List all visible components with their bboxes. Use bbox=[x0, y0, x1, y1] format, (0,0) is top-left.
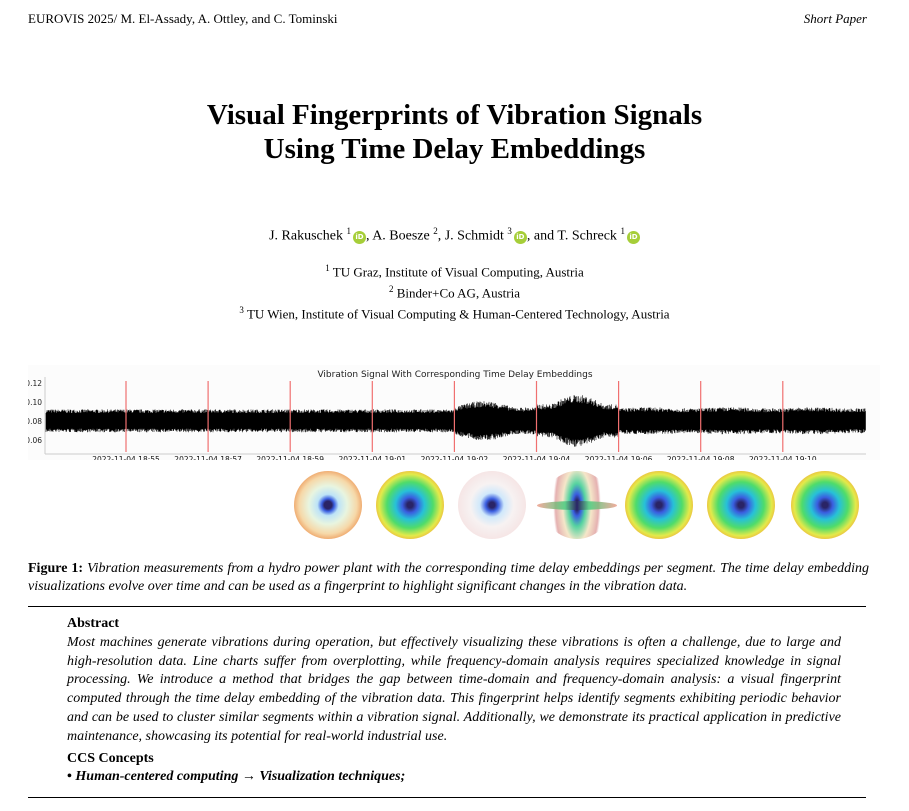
author-list: J. Rakuschek 1iD, A. Boesze 2, J. Schmid… bbox=[0, 226, 909, 245]
time-delay-embedding-ring bbox=[207, 471, 275, 539]
abstract-text: Most machines generate vibrations during… bbox=[67, 634, 841, 744]
ccs-item: • Human-centered computing → Visualizati… bbox=[67, 769, 406, 785]
time-delay-embedding-noisy-blob bbox=[376, 471, 444, 539]
x-tick-label: 2022-11-04 18:55 bbox=[92, 455, 160, 460]
divider bbox=[28, 797, 866, 798]
x-tick-label: 2022-11-04 19:08 bbox=[667, 455, 735, 460]
time-delay-embedding-sparse-disk bbox=[458, 471, 526, 539]
figure-caption: Figure 1: Vibration measurements from a … bbox=[28, 560, 869, 596]
time-delay-embedding-cross bbox=[537, 471, 617, 539]
figure-1: Vibration Signal With Corresponding Time… bbox=[28, 365, 880, 550]
x-tick-label: 2022-11-04 19:04 bbox=[503, 455, 571, 460]
caption-text: Vibration measurements from a hydro powe… bbox=[28, 561, 869, 594]
abstract-section: Abstract Most machines generate vibratio… bbox=[67, 615, 841, 787]
abstract-heading: Abstract bbox=[67, 616, 120, 631]
signal-path bbox=[45, 395, 866, 447]
affiliation: 2 Binder+Co AG, Austria bbox=[389, 283, 520, 301]
orcid-icon[interactable]: iD bbox=[352, 230, 366, 244]
y-tick-label: 0.06 bbox=[28, 436, 42, 445]
time-delay-embedding-ring bbox=[125, 471, 193, 539]
author-name: J. Rakuschek bbox=[269, 228, 347, 244]
y-tick-label: 0.10 bbox=[28, 398, 42, 407]
paper-title: Visual Fingerprints of Vibration Signals… bbox=[0, 98, 909, 166]
affiliation: 3 TU Wien, Institute of Visual Computing… bbox=[239, 304, 670, 321]
caption-label: Figure 1: bbox=[28, 561, 84, 576]
divider bbox=[28, 606, 866, 607]
x-tick-label: 2022-11-04 18:59 bbox=[256, 455, 324, 460]
author-name: A. Boesze bbox=[372, 228, 434, 244]
orcid-icon[interactable]: iD bbox=[626, 230, 640, 244]
time-delay-embedding-ring bbox=[43, 471, 111, 539]
x-tick-label: 2022-11-04 19:01 bbox=[339, 455, 407, 460]
title-line-1: Visual Fingerprints of Vibration Signals bbox=[206, 99, 703, 131]
y-tick-label: 0.08 bbox=[28, 417, 42, 426]
running-header-right: Short Paper bbox=[803, 11, 867, 26]
author-name: T. Schreck bbox=[557, 228, 621, 244]
time-delay-embedding-noisy-blob bbox=[625, 471, 693, 539]
y-tick-label: 0.12 bbox=[28, 379, 42, 388]
author-name: J. Schmidt bbox=[444, 228, 508, 244]
time-delay-embedding-noisy-blob bbox=[707, 471, 775, 539]
time-delay-embedding-dense-disk bbox=[294, 471, 362, 539]
vibration-chart: Vibration Signal With Corresponding Time… bbox=[28, 365, 880, 460]
time-delay-embedding-noisy-blob bbox=[791, 471, 859, 539]
ccs-heading: CCS Concepts bbox=[67, 750, 154, 766]
x-tick-label: 2022-11-04 19:06 bbox=[585, 455, 653, 460]
chart-title: Vibration Signal With Corresponding Time… bbox=[317, 370, 592, 380]
x-tick-label: 2022-11-04 18:57 bbox=[174, 455, 242, 460]
x-tick-label: 2022-11-04 19:10 bbox=[749, 455, 817, 460]
x-tick-label: 2022-11-04 19:02 bbox=[421, 455, 489, 460]
title-line-2: Using Time Delay Embeddings bbox=[263, 133, 646, 165]
signal-trace bbox=[45, 395, 866, 447]
affiliation: 1 TU Graz, Institute of Visual Computing… bbox=[325, 263, 584, 280]
running-header-left: EUROVIS 2025/ M. El-Assady, A. Ottley, a… bbox=[28, 11, 338, 26]
affiliations: 1 TU Graz, Institute of Visual Computing… bbox=[0, 260, 909, 322]
embedding-horizontal-lobe bbox=[537, 501, 617, 510]
orcid-icon[interactable]: iD bbox=[513, 230, 527, 244]
